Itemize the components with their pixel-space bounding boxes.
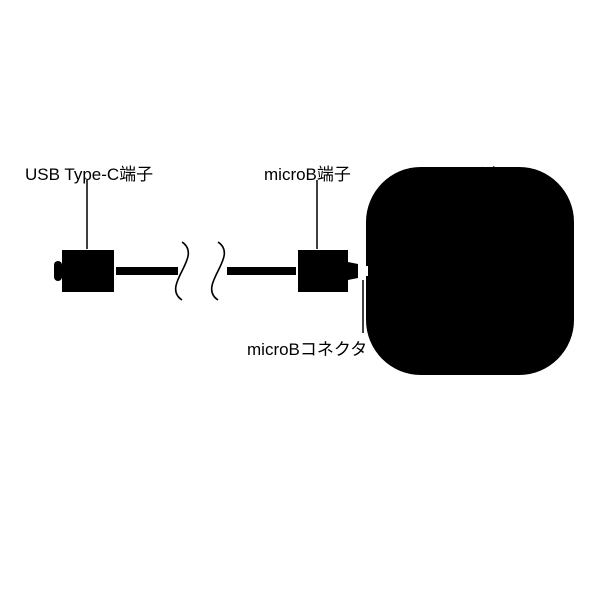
usb-c-plug-tip — [54, 261, 62, 281]
diagram-container: USB Type-C端子 microB端子 マイク microBコネクタ — [0, 0, 600, 600]
label-micro-b-connector: microBコネクタ — [247, 335, 367, 360]
label-micro-b-plug: microB端子 — [264, 160, 351, 185]
usb-c-plug-body — [62, 250, 114, 292]
diagram-svg — [0, 0, 600, 600]
cable-segment-left — [116, 267, 178, 275]
cable-break-gap — [178, 240, 222, 302]
micro-b-plug-tip — [348, 262, 358, 280]
micro-b-jack — [358, 266, 368, 276]
label-usb-type-c: USB Type-C端子 — [25, 160, 153, 185]
cable-segment-right — [227, 267, 296, 275]
micro-b-plug-body — [298, 250, 348, 292]
label-mic: マイク — [452, 160, 503, 185]
